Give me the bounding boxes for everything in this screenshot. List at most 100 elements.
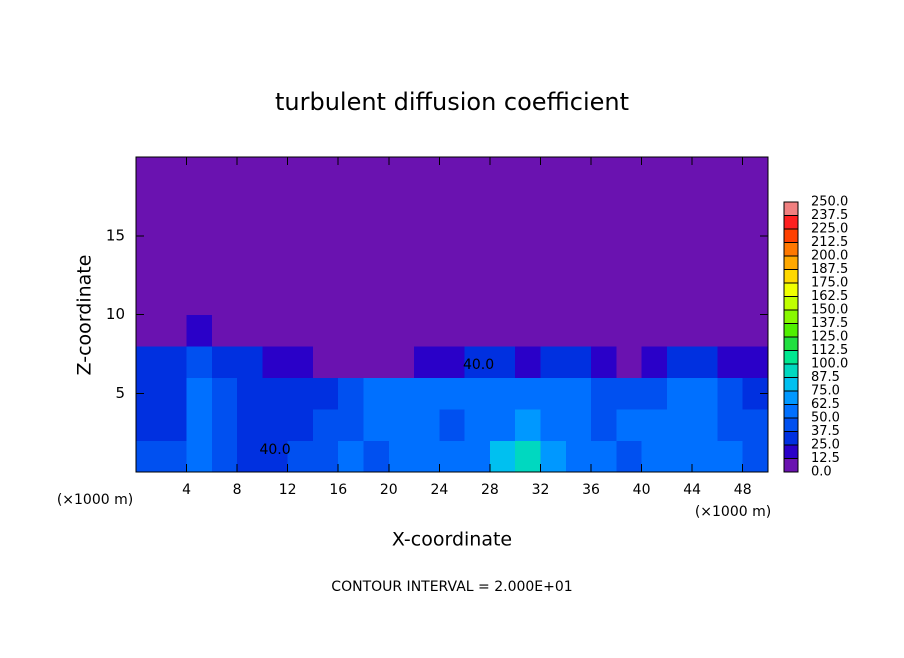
cell [338, 157, 365, 189]
colorbar-swatch [784, 350, 798, 364]
cell [717, 346, 744, 378]
cell [439, 314, 466, 347]
cell [439, 188, 466, 221]
cell [591, 157, 617, 189]
cell [211, 251, 238, 284]
x-axis-label: X-coordinate [392, 529, 512, 551]
cell [464, 220, 491, 252]
cell [287, 283, 314, 315]
cell [312, 251, 339, 284]
cell [186, 283, 213, 315]
cell [262, 377, 289, 410]
contour-label: 40.0 [463, 357, 494, 373]
cell [414, 188, 440, 221]
cell [186, 377, 213, 410]
cell [186, 188, 213, 221]
cell [515, 283, 541, 315]
cell [565, 220, 592, 252]
cell [312, 314, 339, 347]
colorbar-label: 0.0 [811, 465, 832, 480]
cell [414, 157, 440, 189]
cell [666, 346, 693, 378]
cell [211, 157, 238, 189]
cell [338, 346, 365, 378]
cell [565, 377, 592, 410]
x-tick-label: 40 [633, 482, 651, 498]
colorbar-swatch [784, 431, 798, 445]
colorbar-swatch [784, 377, 798, 391]
cell [666, 283, 693, 315]
cell [641, 440, 668, 473]
cell [515, 251, 541, 284]
y-tick-label: 5 [115, 384, 125, 402]
x-tick-label: 44 [683, 482, 701, 498]
colorbar-swatch [784, 364, 798, 378]
cell [666, 220, 693, 252]
cell [414, 440, 440, 473]
x-tick-label: 24 [430, 482, 448, 498]
colorbar-swatch [784, 269, 798, 283]
cell [717, 157, 744, 189]
cell [388, 188, 415, 221]
cell [464, 188, 491, 221]
colorbar-label: 225.0 [811, 222, 848, 237]
x-tick-label: 8 [233, 482, 242, 498]
colorbar-swatch [784, 202, 798, 216]
cell [540, 440, 567, 473]
colorbar-swatch [784, 404, 798, 418]
x-tick-label: 12 [279, 482, 297, 498]
cell [338, 220, 365, 252]
cell [616, 251, 643, 284]
cell [565, 251, 592, 284]
cell [363, 409, 390, 441]
cell [136, 157, 162, 189]
cell [742, 440, 769, 473]
cell [565, 283, 592, 315]
cell [717, 220, 744, 252]
x-tick-label: 4 [182, 482, 191, 498]
cell [237, 188, 263, 221]
cell [388, 409, 415, 441]
cell [237, 157, 263, 189]
colorbar-label: 75.0 [811, 384, 840, 399]
cell [136, 440, 162, 473]
cell [211, 283, 238, 315]
cell [439, 440, 466, 473]
cell [338, 409, 365, 441]
x-tick-label: 16 [329, 482, 347, 498]
cell [237, 283, 263, 315]
cell [641, 251, 668, 284]
y-axis-label: Z-coordinate [74, 255, 96, 376]
colorbar-label: 175.0 [811, 276, 848, 291]
cell [692, 251, 718, 284]
cell [616, 220, 643, 252]
cell [237, 251, 263, 284]
cell [388, 440, 415, 473]
cell [515, 220, 541, 252]
cell [692, 314, 718, 347]
cell [262, 440, 289, 473]
colorbar-label: 87.5 [811, 370, 840, 385]
cell [666, 440, 693, 473]
cell [338, 188, 365, 221]
cell [363, 440, 390, 473]
cell [161, 314, 188, 347]
cell [388, 157, 415, 189]
colorbar-swatch [784, 229, 798, 243]
colorbar-label: 212.5 [811, 235, 848, 250]
cell [540, 251, 567, 284]
cell [312, 283, 339, 315]
cell [161, 346, 188, 378]
cell [136, 346, 162, 378]
cell [489, 346, 516, 378]
colorbar-label: 250.0 [811, 195, 848, 210]
cell [540, 220, 567, 252]
cell [742, 346, 769, 378]
cell [136, 409, 162, 441]
cell [262, 283, 289, 315]
cell [591, 377, 617, 410]
x-tick-label: 32 [532, 482, 550, 498]
colorbar-label: 187.5 [811, 262, 848, 277]
cell [717, 283, 744, 315]
cell [565, 157, 592, 189]
